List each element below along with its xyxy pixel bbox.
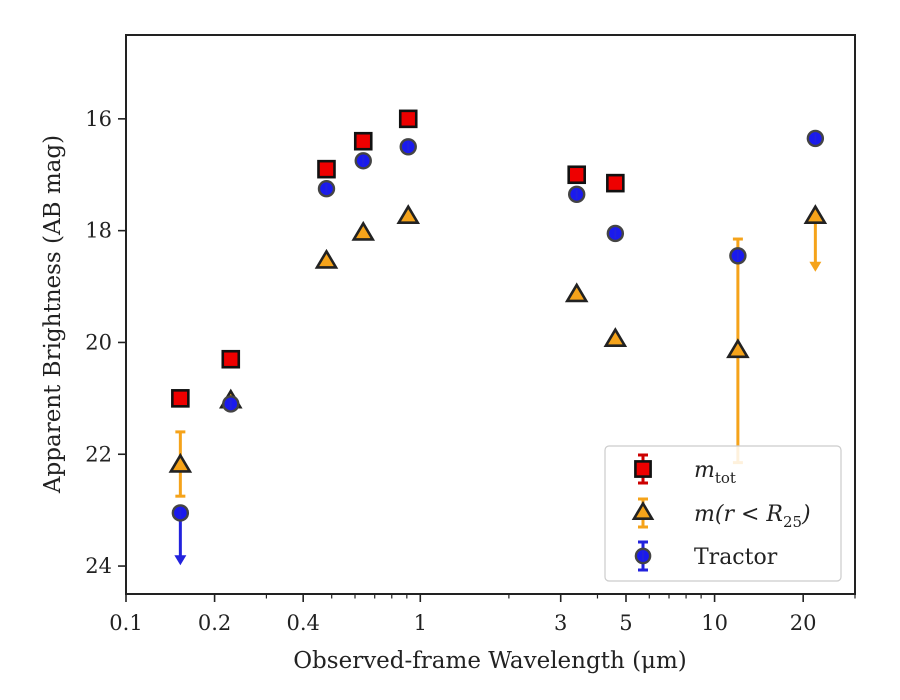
x-tick-label: 0.1 [109,611,142,635]
point-mr25 [603,327,628,347]
x-tick-label: 1 [414,611,427,635]
limit-arrow [809,261,822,272]
y-tick-label: 20 [85,330,112,354]
point-mr25 [351,220,376,241]
legend-label-main: m [694,458,715,483]
x-axis-label: Observed-frame Wavelength (μm) [293,648,687,674]
point-mtot [398,109,418,129]
point-mr25 [564,282,589,303]
y-tick-label: 18 [85,219,112,243]
marks-layer [168,109,828,566]
series-mr25 [168,204,828,498]
ticks-layer: 0.1 0.2 0.4 1 3 5 10 20 16 18 20 22 24 [85,107,856,635]
legend-label-tractor: Tractor [694,545,778,570]
point-mtot [353,131,373,151]
series-tractor [171,129,825,566]
legend-label-mtot: mtot [694,458,736,487]
x-tick-label: 10 [701,611,728,635]
legend-marker-mtot [634,460,652,478]
y-tick-label: 24 [85,554,112,578]
point-mr25 [314,248,339,269]
point-mr25 [726,338,750,359]
y-axis-label: Apparent Brightness (AB mag) [40,135,66,494]
x-tick-label: 5 [619,611,632,635]
legend-entry-mtot: mtot [634,453,736,487]
legend-label-subscript: 25 [783,513,802,531]
x-tick-label: 0.4 [286,611,319,635]
plot-frame [125,34,856,595]
legend-label-end: ) [801,502,811,527]
y-tick-label: 22 [85,442,112,466]
point-mtot [567,165,587,185]
point-mr25 [168,452,193,473]
y-tick-label: 16 [85,107,112,131]
point-mtot [221,349,241,369]
legend-marker-mr25 [631,500,655,521]
point-mtot [606,173,625,193]
legend-entry-tractor: Tractor [634,540,778,572]
series-mtot [171,109,625,408]
legend-label-subscript: tot [715,469,736,487]
x-tick-label: 0.2 [198,611,231,635]
x-tick-label: 20 [790,611,817,635]
legend: mtot m(r < R25) Tractor [604,445,842,582]
legend-label-mr25: m(r < R25) [694,502,811,531]
x-tick-label: 3 [554,611,567,635]
legend-entry-mr25: m(r < R25) [631,497,811,531]
point-mtot [317,159,336,179]
legend-entries: mtot m(r < R25) Tractor [631,453,811,572]
point-mtot [171,389,190,408]
point-mr25 [396,204,421,224]
legend-label-main: Tractor [694,545,778,570]
legend-frame [604,445,842,582]
point-mr25 [803,204,828,224]
legend-label-main: m(r < R [694,502,783,527]
limit-arrow [174,555,187,566]
